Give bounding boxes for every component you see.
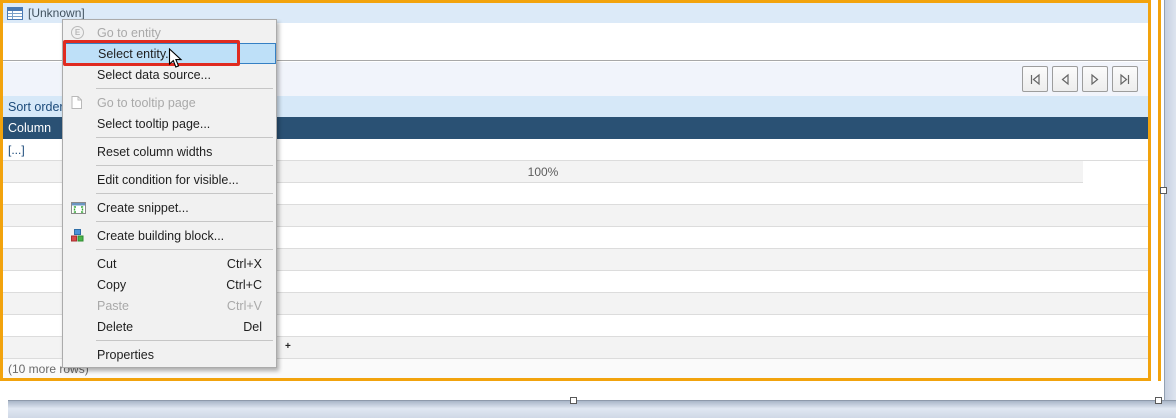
grid-row-empty bbox=[3, 337, 1148, 359]
menu-separator bbox=[96, 221, 273, 222]
menu-item-select-data-source[interactable]: Select data source... bbox=[97, 67, 211, 82]
last-page-icon bbox=[1120, 73, 1130, 85]
menu-item-copy[interactable]: Copy Ctrl+C bbox=[97, 277, 262, 292]
page-icon bbox=[71, 96, 97, 109]
data-grid-entity-name: [Unknown] bbox=[28, 6, 85, 20]
next-page-button[interactable] bbox=[1082, 66, 1108, 92]
canvas-right-margin bbox=[1164, 0, 1176, 418]
column-caption-value: [...] bbox=[8, 142, 25, 157]
data-grid-caption: [Unknown] bbox=[3, 3, 1148, 23]
menu-item-create-snippet[interactable]: Create snippet... bbox=[63, 197, 276, 218]
column-width-value: 100% bbox=[527, 164, 559, 179]
menu-item-edit-condition-for-visible[interactable]: Edit condition for visible... bbox=[97, 172, 239, 187]
next-page-icon bbox=[1091, 73, 1099, 85]
menu-item-select-tooltip-page[interactable]: Select tooltip page... bbox=[97, 116, 211, 131]
annotation-highlight-box bbox=[63, 40, 240, 66]
resize-handle-bottom-center[interactable] bbox=[570, 397, 577, 404]
grid-row-caption-cell[interactable]: [...] bbox=[3, 139, 1148, 161]
menu-separator bbox=[96, 165, 273, 166]
snippet-icon bbox=[71, 201, 97, 214]
grid-row-empty bbox=[3, 183, 1148, 205]
sort-order-label: Sort order: bbox=[8, 99, 68, 114]
menu-item-paste: Paste Ctrl+V bbox=[97, 298, 262, 313]
data-grid-icon bbox=[7, 6, 23, 20]
insert-marker: + bbox=[285, 341, 291, 352]
menu-separator bbox=[96, 88, 273, 89]
menu-item-go-to-tooltip-page: Go to tooltip page bbox=[63, 92, 276, 113]
grid-row-empty bbox=[3, 293, 1148, 315]
menu-item-delete[interactable]: Delete Del bbox=[97, 319, 262, 334]
data-grid-rows: [...] 100% bbox=[3, 139, 1148, 359]
grid-row-empty bbox=[3, 315, 1148, 337]
context-menu: E Go to entity Select entity... Select d… bbox=[62, 19, 277, 368]
menu-separator bbox=[96, 193, 273, 194]
entity-icon: E bbox=[71, 26, 97, 39]
menu-separator bbox=[96, 137, 273, 138]
resize-handle-middle-right[interactable] bbox=[1160, 187, 1167, 194]
resize-handle-bottom-right[interactable] bbox=[1155, 397, 1162, 404]
previous-page-button[interactable] bbox=[1052, 66, 1078, 92]
column-header-label: Column bbox=[8, 121, 52, 135]
last-page-button[interactable] bbox=[1112, 66, 1138, 92]
grid-row-empty bbox=[3, 249, 1148, 271]
canvas-bottom-edge bbox=[8, 400, 1176, 418]
menu-item-reset-column-widths[interactable]: Reset column widths bbox=[97, 144, 213, 159]
menu-item-properties[interactable]: Properties bbox=[97, 347, 154, 362]
sort-order-bar: Sort order: bbox=[3, 96, 1148, 117]
menu-separator bbox=[96, 340, 273, 341]
grid-row-empty bbox=[3, 271, 1148, 293]
previous-page-icon bbox=[1061, 73, 1069, 85]
outer-selection-border bbox=[1158, 0, 1161, 381]
grid-row-empty bbox=[3, 205, 1148, 227]
mouse-cursor-icon bbox=[168, 48, 183, 68]
menu-separator bbox=[96, 249, 273, 250]
menu-item-cut[interactable]: Cut Ctrl+X bbox=[97, 256, 262, 271]
building-block-icon bbox=[71, 229, 97, 242]
menu-item-create-building-block[interactable]: Create building block... bbox=[63, 225, 276, 246]
grid-row-empty bbox=[3, 227, 1148, 249]
first-page-icon bbox=[1030, 73, 1040, 85]
menu-item-go-to-entity: E Go to entity bbox=[63, 22, 276, 43]
first-page-button[interactable] bbox=[1022, 66, 1048, 92]
column-header[interactable]: Column bbox=[3, 117, 1148, 139]
